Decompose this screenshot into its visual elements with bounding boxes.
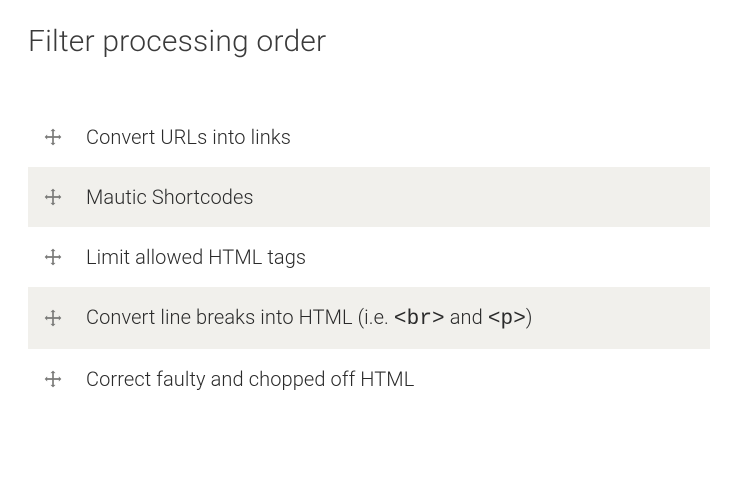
filter-label: Correct faulty and chopped off HTML [86,367,414,391]
filter-list: Convert URLs into links Mautic Shortcode… [28,107,710,409]
move-icon[interactable] [42,307,64,329]
move-icon[interactable] [42,126,64,148]
filter-label: Convert line breaks into HTML (i.e. <br>… [86,305,533,331]
move-icon[interactable] [42,246,64,268]
filter-row[interactable]: Convert line breaks into HTML (i.e. <br>… [28,287,710,349]
filter-row[interactable]: Mautic Shortcodes [28,167,710,227]
filter-label: Convert URLs into links [86,125,291,149]
filter-label: Limit allowed HTML tags [86,245,306,269]
filter-label: Mautic Shortcodes [86,185,254,209]
page-title: Filter processing order [28,24,710,59]
filter-row[interactable]: Correct faulty and chopped off HTML [28,349,710,409]
filter-row[interactable]: Convert URLs into links [28,107,710,167]
move-icon[interactable] [42,186,64,208]
move-icon[interactable] [42,368,64,390]
filter-row[interactable]: Limit allowed HTML tags [28,227,710,287]
